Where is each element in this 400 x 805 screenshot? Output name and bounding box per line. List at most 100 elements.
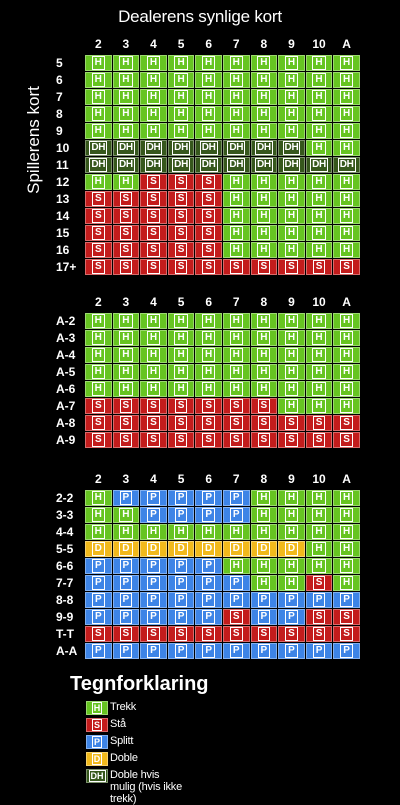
action-code: H [257,175,271,189]
strategy-cell: H [112,330,140,346]
action-code: S [257,399,271,413]
action-code: S [147,416,160,430]
strategy-cell: P [112,643,140,659]
strategy-cell: P [85,609,112,625]
strategy-cell: H [250,208,278,224]
action-code: H [257,243,271,257]
action-code: H [146,331,161,345]
legend-item: S Stå [86,718,182,735]
legend-label: Splitt [110,735,134,747]
action-code: S [312,627,326,641]
action-code: H [229,382,243,396]
strategy-cell: D [250,541,278,557]
action-code: H [312,141,326,155]
corner-spacer [56,37,84,51]
strategy-cell: DH [85,157,112,173]
strategy-cell: H [333,140,360,156]
action-code: DH [337,158,356,172]
strategy-cell: S [222,432,250,448]
strategy-cell: S [112,432,140,448]
action-code: H [229,107,243,121]
strategy-cell: S [167,242,195,258]
action-code: H [119,124,133,138]
action-code: H [284,508,299,522]
strategy-cell: H [278,106,305,122]
strategy-cell: H [333,575,360,591]
legend-swatch: DH [86,769,108,783]
action-code: H [229,226,243,240]
strategy-cell: H [112,72,140,88]
strategy-cell: H [222,524,250,540]
strategy-cell: P [167,507,195,523]
action-code: H [312,56,326,70]
strategy-cell: P [195,592,222,608]
action-code: H [257,209,271,223]
action-code: S [312,433,326,447]
strategy-cell: H [305,174,333,190]
player-hand-label: 6 [56,73,63,87]
strategy-cell: H [250,347,278,363]
strategy-cell: H [85,524,112,540]
strategy-cell: S [85,432,112,448]
action-code: P [174,559,188,573]
action-code: S [285,416,298,430]
strategy-cell: H [195,313,222,329]
player-hand-label: 15 [56,226,70,240]
action-code: S [229,260,243,274]
action-code: H [91,382,105,396]
action-code: S [312,576,326,590]
player-hand-label: A-3 [56,331,76,345]
action-code: H [119,365,133,379]
action-code: DH [144,141,163,155]
strategy-cell: H [167,364,195,380]
strategy-cell: H [167,72,195,88]
dealer-card-header: 5 [177,472,185,486]
strategy-cell: H [112,313,140,329]
strategy-cell: H [112,123,140,139]
action-code: S [91,433,105,447]
action-code: H [119,107,133,121]
action-code: H [257,90,271,104]
strategy-cell: S [85,242,112,258]
strategy-cell: S [140,208,167,224]
action-code: H [340,209,354,223]
strategy-cell: S [140,174,167,190]
strategy-cell: H [305,507,333,523]
strategy-cell: S [305,415,333,431]
strategy-cell: H [167,381,195,397]
action-code: P [147,576,160,590]
action-code: DH [199,141,218,155]
action-code: H [229,192,243,206]
strategy-cell: H [305,106,333,122]
strategy-cell: H [333,191,360,207]
strategy-cell: S [85,191,112,207]
action-code: H [202,365,216,379]
strategy-cell: H [333,490,360,506]
strategy-cell: H [333,398,360,414]
strategy-cell: DH [195,157,222,173]
strategy-cell: H [140,330,167,346]
strategy-cell: D [140,541,167,557]
strategy-cell: H [305,398,333,414]
action-code: H [284,90,299,104]
action-code: H [119,314,133,328]
action-code: H [202,382,216,396]
action-code: H [146,382,161,396]
action-code: H [312,107,326,121]
strategy-cell: H [305,123,333,139]
strategy-cell: P [222,507,250,523]
strategy-cell: H [305,225,333,241]
action-code: H [257,525,271,539]
action-code: S [202,399,215,413]
action-code: H [229,73,243,87]
strategy-cell: H [222,347,250,363]
action-code: H [284,399,299,413]
dealer-card-header: 4 [150,472,157,486]
strategy-cell: S [195,259,222,275]
action-code: H [174,124,188,138]
strategy-cell: S [85,259,112,275]
action-code: P [91,610,105,624]
strategy-cell: H [250,364,278,380]
strategy-cell: H [278,208,305,224]
strategy-cell: H [333,208,360,224]
